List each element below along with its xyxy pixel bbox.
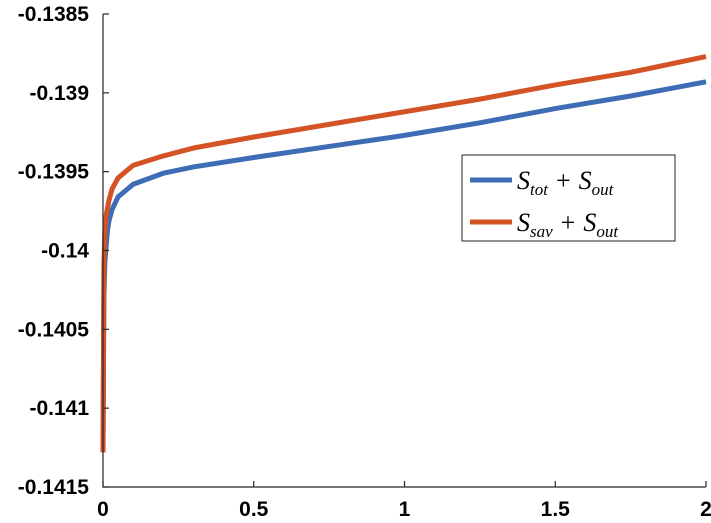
legend-label-s-tot: Stot + Sout	[517, 166, 615, 199]
y-tick-label: -0.1405	[18, 318, 90, 341]
x-tick-label: 0.5	[239, 498, 269, 521]
legend-box	[461, 154, 676, 242]
legend: Stot + Sout Ssav + Sout	[461, 154, 676, 242]
y-tick-label: -0.1415	[18, 476, 90, 499]
x-tick-label: 1.5	[541, 498, 571, 521]
y-tick-label: -0.139	[29, 82, 89, 105]
x-tick-label: 2	[700, 498, 711, 521]
x-tick-label: 1	[399, 498, 411, 521]
plot-background	[103, 14, 706, 487]
y-tick-label: -0.1395	[18, 161, 90, 184]
series-line-1	[100, 54, 707, 453]
plot-area	[103, 14, 706, 487]
legend-label-s-sav: Ssav + Sout	[517, 208, 619, 241]
y-tick-label: -0.14	[41, 240, 89, 263]
axes-layer: 0 0.5 1 1.5 2 -0.1415 -0.141 -0.1405 -0.14 -0.139…	[18, 3, 711, 521]
y-tick-label: -0.141	[29, 397, 89, 420]
y-tick-label: -0.1385	[18, 3, 90, 26]
x-tick-label: 0	[97, 498, 109, 521]
